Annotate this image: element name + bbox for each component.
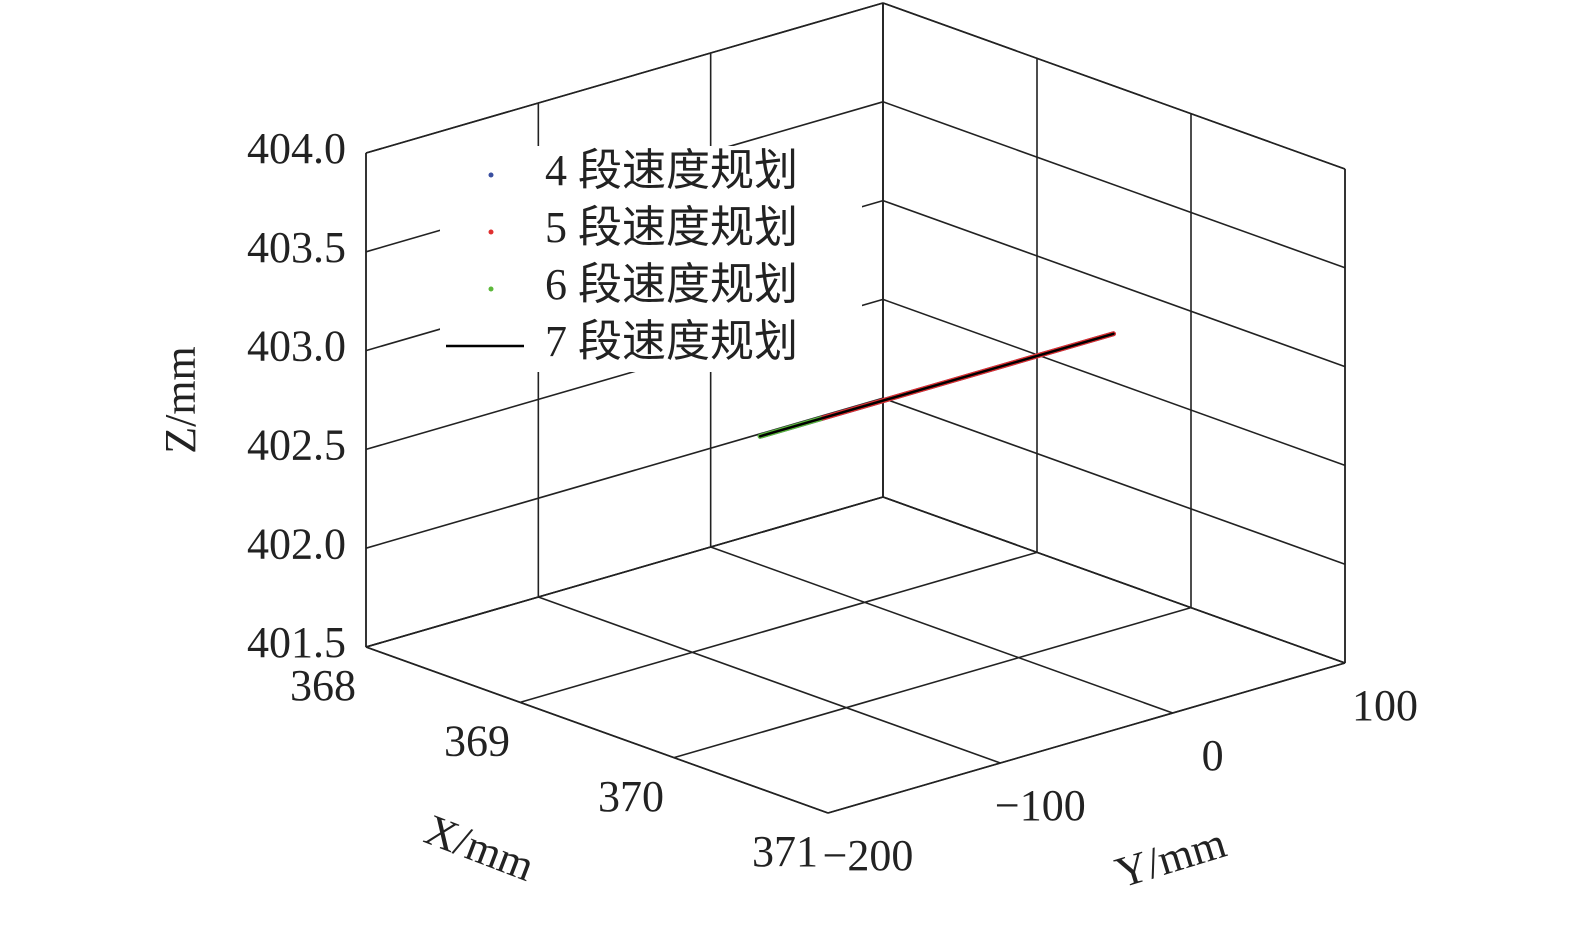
x-tick-label: 369 (444, 716, 510, 765)
grid-line (882, 199, 1346, 368)
z-tick-label: 401.5 (247, 618, 346, 667)
x-tick-label: 370 (598, 772, 664, 821)
z-tick-label: 402.5 (247, 420, 346, 469)
legend-box (440, 146, 862, 372)
legend-label: 6 段速度规划 (545, 260, 798, 309)
z-axis-title: Z/mm (156, 346, 205, 454)
z-tick-label: 402.0 (247, 519, 346, 568)
y-tick-label: −200 (823, 831, 914, 880)
z-tick-label: 404.0 (247, 124, 346, 173)
grid-line (882, 496, 1346, 664)
grid-line (710, 546, 1173, 714)
grid-line (673, 606, 1192, 759)
grid-line (365, 496, 884, 648)
x-tick-label: 371 (752, 827, 818, 876)
z-tick-label: 403.0 (247, 322, 346, 371)
legend-marker (488, 286, 494, 292)
legend-marker (488, 229, 494, 235)
grid-line (519, 551, 1038, 704)
x-axis-title: X/mm (418, 805, 541, 891)
grid-line (882, 298, 1346, 467)
legend-label: 7 段速度规划 (545, 317, 798, 366)
grid-line (882, 2, 1346, 170)
grid-line (882, 397, 1346, 565)
grid-line (538, 596, 1001, 764)
legend-label: 5 段速度规划 (545, 203, 798, 252)
x-tick-label: 368 (290, 661, 356, 710)
grid-line (827, 662, 1346, 814)
y-axis-title: Y/mm (1110, 818, 1232, 898)
y-tick-label: 100 (1352, 681, 1418, 730)
legend-label: 4 段速度规划 (545, 146, 798, 195)
z-tick-label: 403.5 (247, 223, 346, 272)
grid-line (365, 2, 884, 154)
grid-line (882, 101, 1346, 269)
grid-line (365, 646, 829, 814)
y-tick-label: 0 (1202, 731, 1224, 780)
legend-marker (488, 172, 494, 178)
series-line (758, 332, 1115, 438)
y-tick-label: −100 (995, 781, 1086, 830)
